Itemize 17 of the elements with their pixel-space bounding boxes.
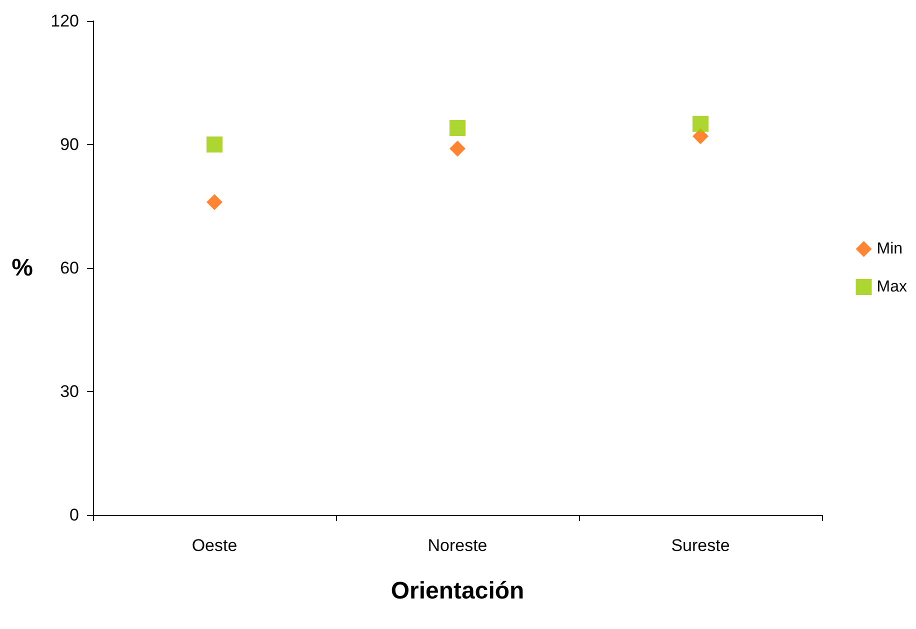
point — [450, 120, 466, 136]
y-axis-title: % — [12, 254, 33, 282]
x-axis-title: Orientación — [390, 578, 524, 604]
point — [450, 140, 466, 157]
y-tick-label: 60 — [60, 258, 79, 278]
legend-label: Max — [876, 278, 908, 296]
legend-label: Min — [876, 240, 903, 258]
y-tick-label: 0 — [70, 506, 79, 524]
y-tick-label: 30 — [60, 382, 79, 401]
x-tick-label: Oeste — [192, 536, 238, 555]
x-tick-label: Noreste — [428, 536, 488, 555]
point — [206, 136, 222, 152]
point — [692, 116, 708, 132]
point — [206, 194, 222, 210]
y-tick-label: 120 — [50, 12, 79, 30]
y-tick-label: 90 — [60, 135, 79, 154]
x-tick-label: Sureste — [671, 536, 730, 555]
